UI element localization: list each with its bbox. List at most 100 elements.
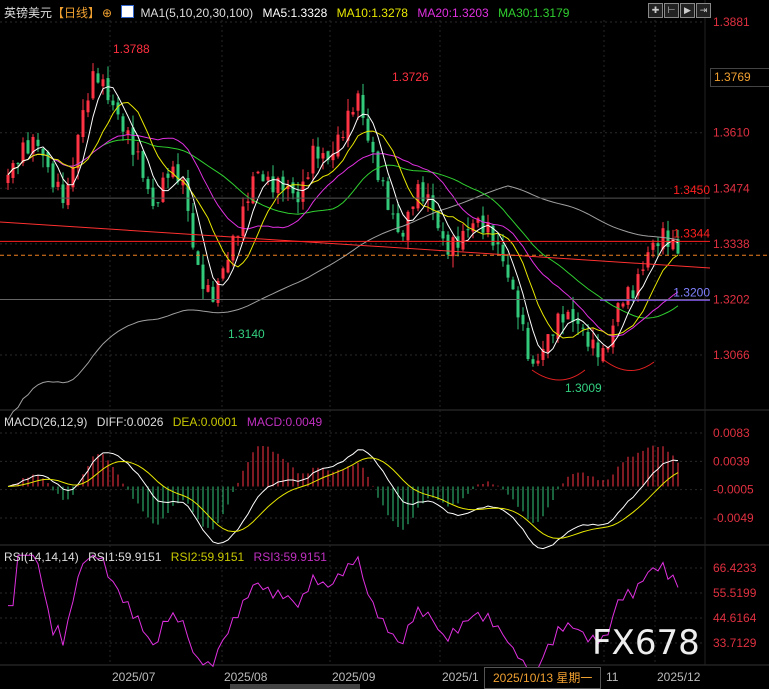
candle xyxy=(556,312,560,343)
candle-body xyxy=(346,110,350,141)
candle xyxy=(266,171,270,186)
candle-body xyxy=(646,252,650,268)
macd-histogram xyxy=(12,445,679,530)
jump-end-icon[interactable]: ⇥ xyxy=(696,3,711,18)
candle xyxy=(56,173,60,191)
candle xyxy=(101,74,105,95)
price-annotation: 1.3726 xyxy=(392,70,429,84)
candle-body xyxy=(211,286,215,302)
candle-body xyxy=(631,290,635,299)
candle-body xyxy=(521,314,525,325)
candle-body xyxy=(336,134,340,157)
candle-body xyxy=(481,215,485,233)
candle xyxy=(386,177,390,211)
candle-body xyxy=(351,111,355,115)
level-label: 1.3344 xyxy=(673,226,710,240)
candle-body xyxy=(546,334,550,353)
candle-body xyxy=(141,150,145,178)
candle-body xyxy=(326,151,330,160)
candle-body xyxy=(401,232,405,237)
candle xyxy=(166,168,170,189)
ma5-value: MA5:1.3328 xyxy=(262,6,328,20)
candle xyxy=(106,66,110,105)
candle xyxy=(261,170,265,182)
candle-body xyxy=(271,176,275,193)
candle xyxy=(366,108,370,143)
rsi-tick-label: 66.4233 xyxy=(713,561,757,575)
candle-body xyxy=(666,230,670,247)
candle xyxy=(341,130,345,141)
candle-body xyxy=(131,127,135,155)
ma20-line xyxy=(7,133,679,337)
candle xyxy=(11,160,15,184)
candle xyxy=(336,126,340,159)
candle-body xyxy=(651,242,655,250)
candle xyxy=(471,219,475,239)
date-tooltip: 2025/10/13 星期一 xyxy=(484,667,602,689)
zoom-range-icon[interactable]: ⊢ xyxy=(664,3,679,18)
candle-body xyxy=(531,359,535,364)
crosshair-icon[interactable]: ✚ xyxy=(648,3,663,18)
candle-body xyxy=(231,235,235,261)
candle-body xyxy=(321,153,325,159)
scrollbar-thumb[interactable] xyxy=(230,684,360,689)
candle-body xyxy=(196,251,200,265)
candle xyxy=(251,171,255,205)
candle-body xyxy=(166,173,170,178)
candle-body xyxy=(571,309,575,322)
candle xyxy=(301,169,305,210)
candle xyxy=(81,99,85,143)
candle xyxy=(381,177,385,187)
ma-indicator-icon[interactable] xyxy=(121,5,135,18)
candle-body xyxy=(21,142,25,163)
candle-body xyxy=(561,314,565,323)
candle-body xyxy=(536,360,540,364)
candle-body xyxy=(656,243,660,247)
candle xyxy=(186,169,190,222)
candle-body xyxy=(161,177,165,202)
candle-body xyxy=(261,174,265,182)
current-price-box: 1.3769 xyxy=(710,68,769,87)
candle-body xyxy=(306,177,310,179)
price-tick-label: 1.3066 xyxy=(713,348,750,362)
candle-body xyxy=(226,259,230,273)
rsi3-value: RSI3:59.9151 xyxy=(253,550,327,564)
candle-body xyxy=(556,313,560,339)
candle xyxy=(361,83,365,126)
add-indicator-icon[interactable]: ⊕ xyxy=(102,6,113,20)
candle xyxy=(91,63,95,101)
candle xyxy=(216,278,220,307)
candle xyxy=(201,254,205,300)
candle xyxy=(326,150,330,165)
price-tick-label: 1.3338 xyxy=(713,237,750,251)
play-icon[interactable]: ▶ xyxy=(680,3,695,18)
bottom-arc xyxy=(603,359,655,371)
candle xyxy=(431,183,435,221)
candle-body xyxy=(421,182,425,202)
candle xyxy=(131,115,135,167)
candle-body xyxy=(586,331,590,347)
candle-body xyxy=(376,151,380,181)
candle xyxy=(271,165,275,199)
trend-line xyxy=(0,221,711,269)
symbol-name: 英镑美元 xyxy=(4,6,53,20)
candle-body xyxy=(361,94,365,118)
macd-value: MACD:0.0049 xyxy=(246,415,323,429)
period-label[interactable]: 【日线】 xyxy=(52,6,101,20)
candle-body xyxy=(456,236,460,248)
candle-body xyxy=(236,235,240,237)
candle-body xyxy=(501,244,505,262)
candle xyxy=(401,230,405,242)
candle-body xyxy=(411,206,415,209)
candle xyxy=(156,202,160,208)
macd-tick-label: 0.0039 xyxy=(713,454,750,468)
candle-body xyxy=(446,234,450,255)
price-annotation: 1.3788 xyxy=(113,42,150,56)
candle xyxy=(111,94,115,111)
candle xyxy=(651,239,655,258)
candle-body xyxy=(126,130,130,135)
price-annotation: 1.3140 xyxy=(228,327,265,341)
candle-body xyxy=(366,118,370,141)
candle-body xyxy=(251,176,255,204)
